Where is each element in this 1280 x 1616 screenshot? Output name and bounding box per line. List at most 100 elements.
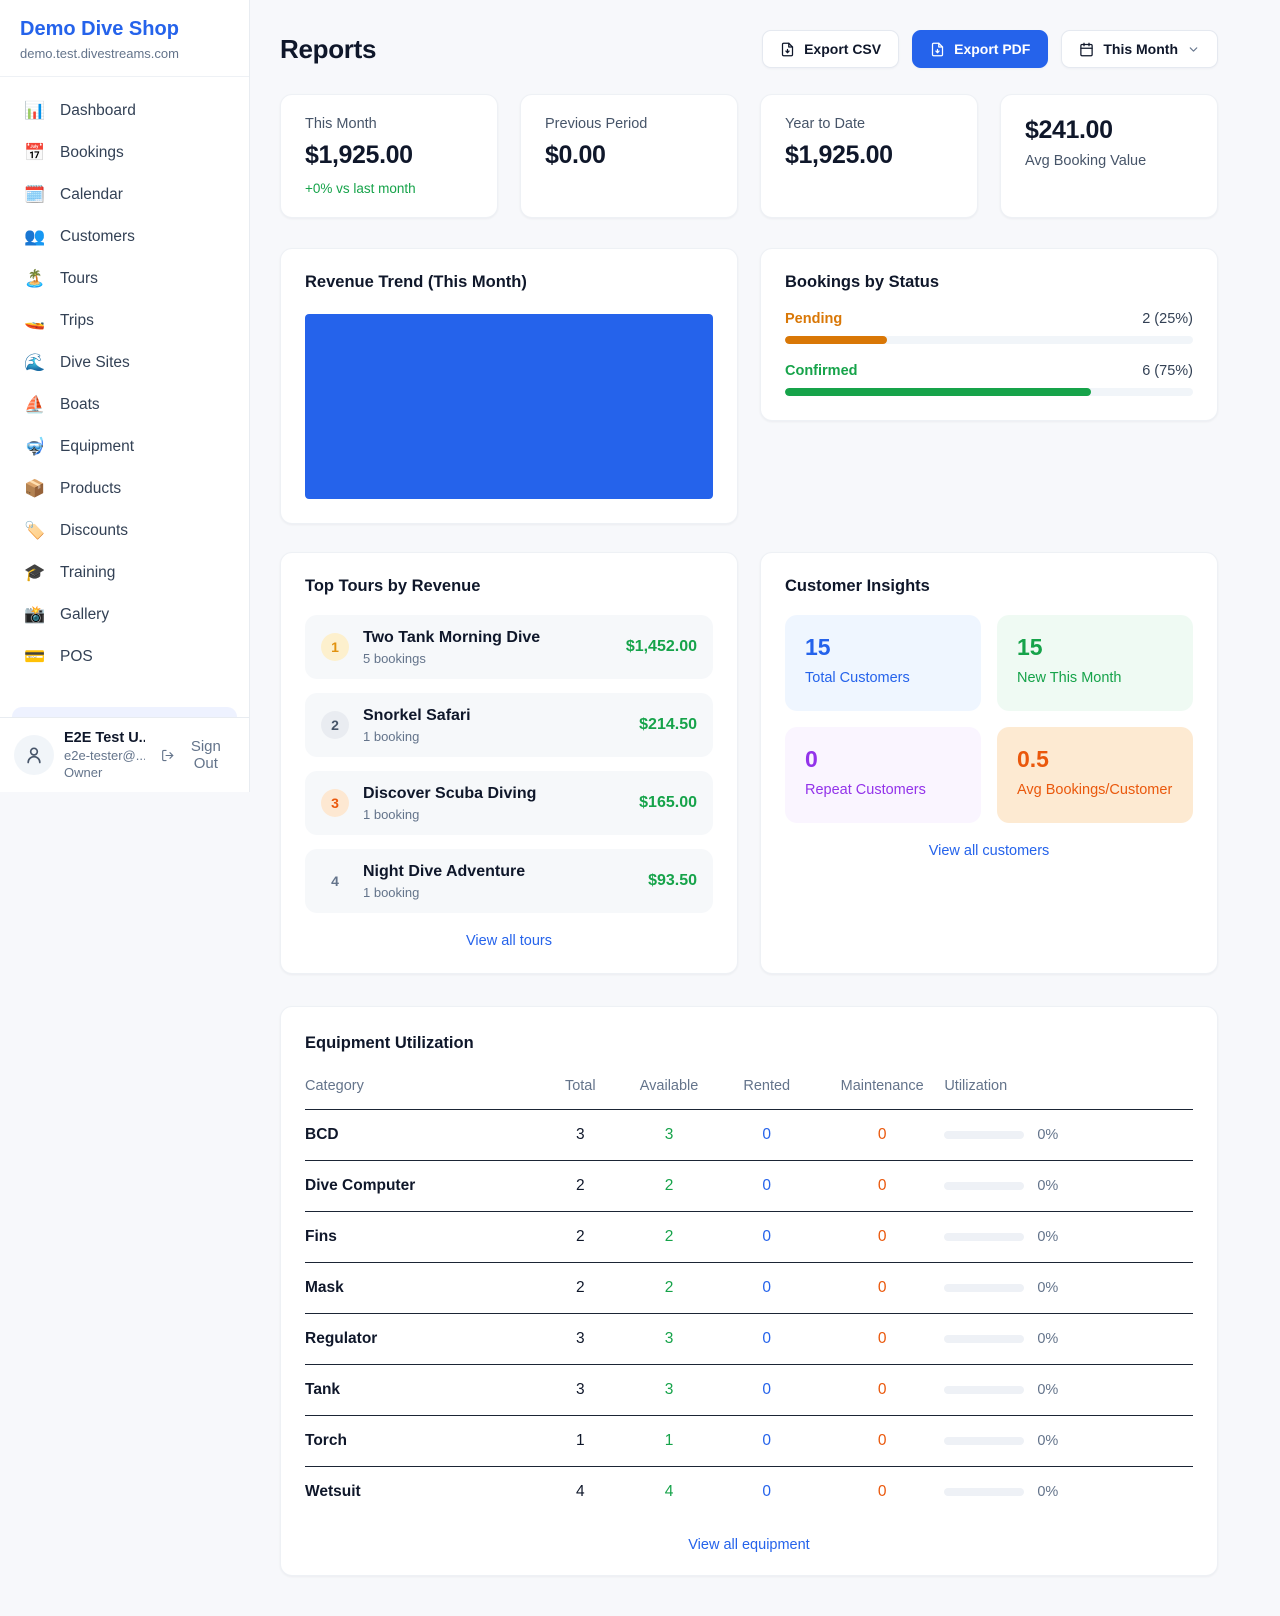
calendar-icon: 🗓️: [24, 185, 46, 204]
utilization-cell: 0%: [944, 1331, 1193, 1347]
insight-value: 0.5: [1017, 746, 1049, 772]
sidebar-item-trips[interactable]: 🚤 Trips: [12, 301, 237, 341]
column-header-rented: Rented: [713, 1068, 821, 1110]
products-icon: 📦: [24, 479, 46, 498]
sidebar-item-products[interactable]: 📦 Products: [12, 469, 237, 509]
sidebar-item-calendar[interactable]: 🗓️ Calendar: [12, 175, 237, 215]
top-tours-list: 1 Two Tank Morning Dive 5 bookings $1,45…: [305, 615, 713, 913]
dive-sites-icon: 🌊: [24, 353, 46, 372]
stat-card-previous-period: Previous Period $0.00: [520, 94, 738, 218]
cell-total: 3: [535, 1109, 625, 1161]
view-all-tours-link[interactable]: View all tours: [466, 933, 552, 949]
progress-fill-pending: [785, 336, 887, 344]
status-count-pending: 2 (25%): [1142, 311, 1193, 327]
utilization-percent: 0%: [1037, 1433, 1059, 1449]
revenue-trend-chart: [305, 314, 713, 499]
status-row-confirmed: Confirmed 6 (75%): [785, 363, 1193, 396]
utilization-cell: 0%: [944, 1127, 1193, 1143]
utilization-bar: [944, 1182, 1025, 1190]
export-pdf-button[interactable]: Export PDF: [912, 30, 1049, 68]
stat-card-this-month: This Month $1,925.00 +0% vs last month: [280, 94, 498, 218]
person-icon: [27, 747, 41, 764]
utilization-cell: 0%: [944, 1433, 1193, 1449]
sidebar-item-label: Bookings: [60, 144, 124, 161]
pos-icon: 💳: [24, 647, 46, 666]
view-all-equipment-link[interactable]: View all equipment: [688, 1537, 810, 1553]
sidebar-item-boats[interactable]: ⛵ Boats: [12, 385, 237, 425]
avatar: [14, 735, 54, 775]
utilization-percent: 0%: [1037, 1229, 1059, 1245]
cell-rented: 0: [713, 1313, 821, 1365]
bookings-status-title: Bookings by Status: [785, 273, 940, 291]
sidebar-item-training[interactable]: 🎓 Training: [12, 553, 237, 593]
revenue-trend-title: Revenue Trend (This Month): [305, 273, 527, 291]
cell-category: Tank: [305, 1364, 536, 1416]
sidebar-item-tours[interactable]: 🏝️ Tours: [12, 259, 237, 299]
equipment-utilization-title: Equipment Utilization: [305, 1034, 474, 1052]
period-dropdown[interactable]: This Month: [1061, 30, 1218, 68]
sidebar-item-reports-partial[interactable]: [12, 707, 237, 717]
sidebar-item-customers[interactable]: 👥 Customers: [12, 217, 237, 257]
status-row-pending: Pending 2 (25%): [785, 311, 1193, 344]
sidebar-item-pos[interactable]: 💳 POS: [12, 637, 237, 677]
tour-name: Night Dive Adventure: [363, 862, 526, 880]
cell-maintenance: 0: [820, 1262, 945, 1314]
stat-label: Previous Period: [545, 116, 648, 132]
sidebar-item-gallery[interactable]: 📸 Gallery: [12, 595, 237, 635]
sidebar-item-bookings[interactable]: 📅 Bookings: [12, 133, 237, 173]
shop-domain: demo.test.divestreams.com: [20, 46, 179, 61]
status-label-confirmed: Confirmed: [785, 363, 858, 379]
cell-category: Wetsuit: [305, 1483, 361, 1500]
sidebar-user-footer: E2E Test U... e2e-tester@... Owner Sign …: [0, 717, 249, 792]
view-all-customers-link[interactable]: View all customers: [928, 843, 1050, 859]
sidebar-item-dive-sites[interactable]: 🌊 Dive Sites: [12, 343, 237, 383]
sidebar-header: Demo Dive Shop demo.test.divestreams.com: [0, 0, 249, 77]
bookings-status-card: Bookings by Status Pending 2 (25%) Confi…: [760, 248, 1218, 421]
bookings-icon: 📅: [24, 143, 46, 162]
rank-badge: 2: [321, 711, 349, 739]
cell-available: 3: [624, 1313, 714, 1365]
tour-bookings: 1 booking: [363, 728, 420, 744]
utilization-cell: 0%: [944, 1484, 1193, 1500]
page-title: Reports: [280, 33, 377, 64]
export-csv-button[interactable]: Export CSV: [762, 30, 900, 68]
cell-available: 3: [624, 1364, 714, 1416]
insight-repeat-customers: 0 Repeat Customers: [785, 727, 981, 823]
utilization-cell: 0%: [944, 1382, 1193, 1398]
insight-label: New This Month: [1017, 670, 1122, 686]
export-pdf-label: Export PDF: [954, 41, 1031, 57]
cell-rented: 0: [762, 1483, 772, 1500]
cell-total: 4: [575, 1483, 585, 1500]
shop-name: Demo Dive Shop: [20, 18, 179, 40]
utilization-cell: 0%: [944, 1280, 1193, 1296]
tour-row: 2 Snorkel Safari 1 booking $214.50: [305, 693, 713, 757]
cell-rented: 0: [713, 1109, 821, 1161]
progress-fill-confirmed: [785, 388, 1091, 396]
tour-amount: $165.00: [639, 794, 697, 811]
tour-name: Discover Scuba Diving: [363, 784, 537, 802]
file-download-icon: [781, 42, 794, 56]
stat-value: $1,925.00: [305, 141, 413, 169]
utilization-percent: 0%: [1037, 1280, 1059, 1296]
cell-total: 3: [535, 1313, 625, 1365]
utilization-percent: 0%: [1037, 1331, 1059, 1347]
cell-maintenance: 0: [820, 1211, 945, 1263]
customer-insights-title: Customer Insights: [785, 577, 930, 595]
progress-track: [785, 388, 1193, 396]
insight-avg-bookings-customer: 0.5 Avg Bookings/Customer: [997, 727, 1193, 823]
sidebar-item-discounts[interactable]: 🏷️ Discounts: [12, 511, 237, 551]
column-header-available: Available: [624, 1068, 714, 1110]
tour-name: Two Tank Morning Dive: [363, 628, 541, 646]
sidebar-item-equipment[interactable]: 🤿 Equipment: [12, 427, 237, 467]
main-content: Reports Export CSV Expor: [250, 0, 1280, 1616]
sidebar-item-dashboard[interactable]: 📊 Dashboard: [12, 91, 237, 131]
tours-icon: 🏝️: [24, 269, 46, 288]
table-row: BCD 3 3 0 0 0%: [305, 1109, 1193, 1161]
cell-maintenance: 0: [820, 1364, 945, 1416]
cell-total: 3: [535, 1364, 625, 1416]
sign-out-button[interactable]: Sign Out: [155, 737, 235, 773]
stat-label: This Month: [305, 116, 377, 132]
sidebar-item-label: Customers: [60, 228, 135, 245]
cell-category: Fins: [305, 1211, 536, 1263]
